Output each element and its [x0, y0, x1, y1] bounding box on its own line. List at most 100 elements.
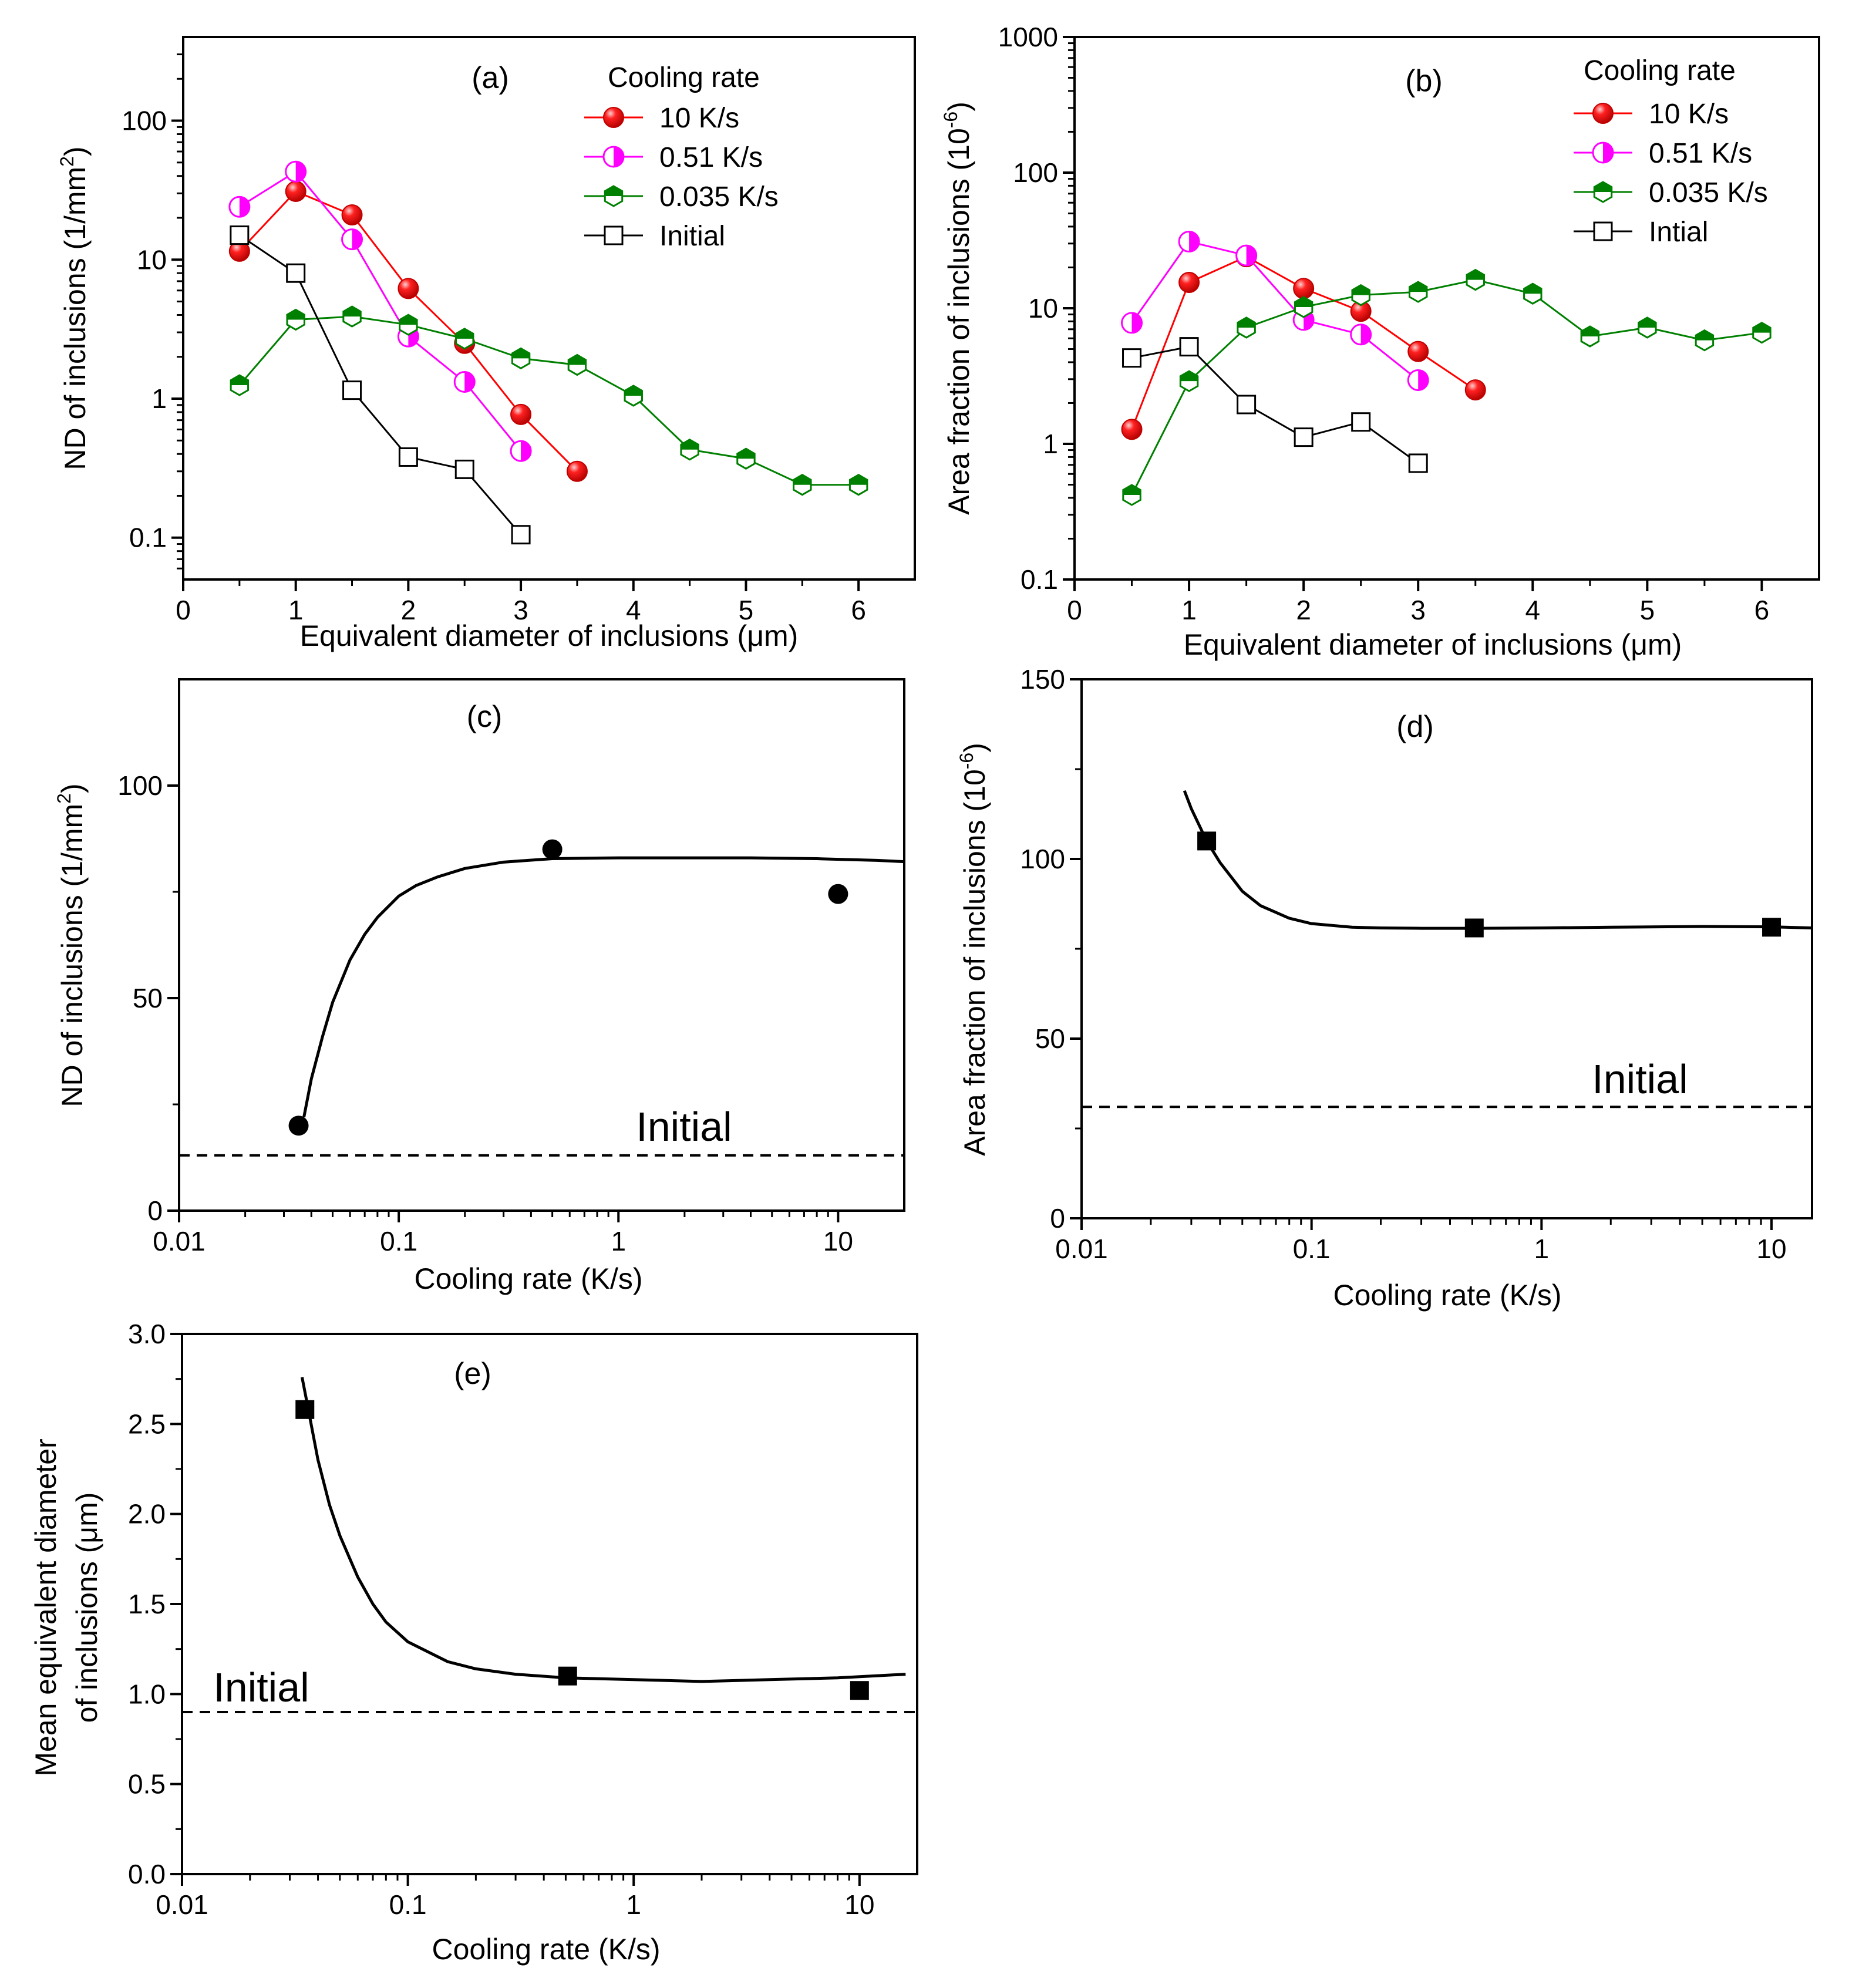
panel-e-initial-label: Initial	[213, 1664, 309, 1710]
panel-b-series-1-point-fill	[1418, 370, 1429, 390]
panel-d-x-tick-label: 0.01	[1055, 1234, 1108, 1264]
panel-a-series-3-point	[286, 263, 306, 283]
panel-e-y-tick-label: 3.0	[128, 1319, 166, 1349]
panel-b-series-3-point	[1408, 453, 1428, 473]
panel-a-legend-label: 10 K/s	[659, 103, 739, 134]
panel-a-legend-marker-fill	[614, 147, 624, 167]
panel-a-series-2-point-fill	[343, 306, 361, 317]
panel-e-x-tick-label: 1	[626, 1889, 641, 1920]
panel-e-data-point	[558, 1666, 577, 1686]
panel-a-y-tick-label: 1	[151, 383, 167, 414]
panel-a-series-2-point-fill	[399, 315, 417, 325]
panel-c-initial-label: Initial	[636, 1104, 732, 1150]
panel-d-y-tick-label: 50	[1035, 1023, 1065, 1054]
panel-b-y-label: Area fraction of inclusions (10-6)	[940, 102, 975, 515]
panel-b-series-2-point-fill	[1524, 284, 1542, 294]
panel-e: 0.01 0.1 1 10 0.0 0.5 1.0 1.5 2.0 2.5 3.0 (e) Init…	[29, 1319, 918, 1966]
panel-a-series-2-point	[342, 305, 362, 328]
panel-a-series-1-point	[341, 228, 363, 251]
panel-a-series-2-point	[230, 374, 250, 396]
panel-a-series-0-point	[510, 403, 532, 425]
panel-b-series-1-point-fill	[1246, 245, 1257, 266]
panel-a-series-0-point	[285, 180, 307, 202]
panel-a-x-tick-label: 2	[401, 595, 416, 625]
panel-b-series-3-point	[1179, 337, 1199, 357]
panel-d-fit-curve	[1183, 790, 1813, 930]
panel-a-series-2-point-fill	[625, 385, 642, 396]
panel-a-series-2-point	[680, 439, 699, 461]
panel-e-y-tick-label: 1.5	[128, 1589, 166, 1619]
panel-a-series-2-point-fill	[456, 328, 473, 339]
panel-e-y-tick-label: 2.0	[128, 1499, 166, 1529]
panel-b-series-1-line	[1131, 240, 1419, 381]
panel-a-series-2-point	[286, 308, 305, 331]
panel-e-label: (e)	[454, 1357, 491, 1391]
panel-b-legend-label: Intial	[1649, 217, 1708, 248]
panel-b-legend-marker	[1592, 141, 1614, 164]
panel-b-marks: 0 1 2 3 4 5 6 0.1 1 10 100 1000 10 K/s 0.51 K/s 0.035 …	[998, 22, 1771, 625]
panel-a-legend-marker	[604, 185, 624, 207]
panel-a-frame	[182, 36, 916, 581]
panel-b-series-2-point	[1695, 329, 1715, 352]
panel-b-series-0-point	[1293, 278, 1315, 299]
panel-e-marks: 0.01 0.1 1 10 0.0 0.5 1.0 1.5 2.0 2.5 3.0	[128, 1319, 917, 1920]
panel-d-x-label: Cooling rate (K/s)	[1333, 1279, 1561, 1312]
panel-d-data-point	[1762, 918, 1781, 937]
panel-c-y-tick-label: 0	[147, 1195, 163, 1226]
panel-d-y-label: Area fraction of inclusions (10-6)	[956, 743, 991, 1156]
panel-b-series-1-point	[1407, 369, 1429, 391]
panel-b-series-2-point	[1752, 321, 1771, 344]
panel-b-legend-marker	[1592, 103, 1614, 124]
panel-a-series-3-point	[511, 525, 531, 545]
panel-b-series-2-point	[1179, 370, 1199, 392]
panel-a-x-label: Equivalent diameter of inclusions (μm)	[300, 619, 799, 652]
panel-a-series-2-point	[624, 385, 643, 407]
panel-c-x-label: Cooling rate (K/s)	[414, 1262, 642, 1295]
panel-a-series-1-point	[510, 440, 532, 462]
panel-c-frame	[178, 678, 905, 1212]
panel-b-series-2-point	[1409, 281, 1428, 303]
panel-c-data-point	[288, 1116, 309, 1136]
panel-b-series-2-point	[1580, 325, 1600, 348]
panel-a-y-tick-label: 10	[137, 244, 167, 275]
panel-b-series-2-point	[1237, 316, 1256, 339]
panel-b-series-1-point-fill	[1131, 312, 1142, 333]
panel-a-legend-label: Initial	[659, 221, 725, 252]
panel-b-series-0-point	[1121, 419, 1143, 440]
panel-a-series-2-point-fill	[568, 355, 586, 365]
panel-a-legend-marker-fill	[605, 186, 622, 196]
panel-b-series-3-point	[1122, 348, 1142, 368]
panel-b-series-2-point-fill	[1352, 285, 1370, 295]
panel-a-series-1-line	[239, 170, 522, 452]
panel-e-y-tick-label: 2.5	[128, 1409, 166, 1439]
panel-a-series-2-point	[399, 314, 418, 336]
panel-a-legend-marker	[604, 225, 624, 245]
panel-a-series-2-point	[511, 347, 531, 370]
panel-b-series-2-point	[1122, 484, 1141, 506]
panel-b-series-1-point	[1121, 312, 1143, 334]
panel-b-series-3-point	[1351, 412, 1371, 432]
panel-a-series-2-point-fill	[793, 474, 811, 485]
panel-b-series-2-point-fill	[1180, 371, 1198, 382]
panel-c-y-tick-label: 100	[117, 770, 163, 801]
panel-c-x-tick-label: 10	[823, 1226, 853, 1256]
panel-a-series-0-point	[566, 460, 588, 482]
panel-b-series-0-point	[1178, 272, 1200, 294]
panel-a-series-2-point-fill	[231, 375, 248, 386]
panel-d-x-tick-label: 1	[1534, 1234, 1550, 1264]
panel-b-y-tick-label: 10	[1028, 293, 1058, 324]
panel-a-x-tick-label: 3	[513, 595, 528, 625]
panel-c-x-tick-label: 0.1	[380, 1226, 417, 1256]
panel-d-data-point	[1197, 831, 1217, 851]
panel-e-y-label-line1: Mean equivalent diameter	[29, 1438, 62, 1776]
panel-b-series-2-point	[1294, 296, 1314, 318]
panel-b-series-1-point	[1235, 244, 1258, 267]
panel-a-legend-marker	[602, 146, 625, 168]
panel-a-x-tick-label: 6	[851, 595, 866, 625]
panel-a-series-1-point-fill	[521, 441, 531, 461]
panel-a-series-2-point-fill	[850, 474, 867, 485]
panel-e-x-tick-label: 0.01	[156, 1889, 208, 1920]
